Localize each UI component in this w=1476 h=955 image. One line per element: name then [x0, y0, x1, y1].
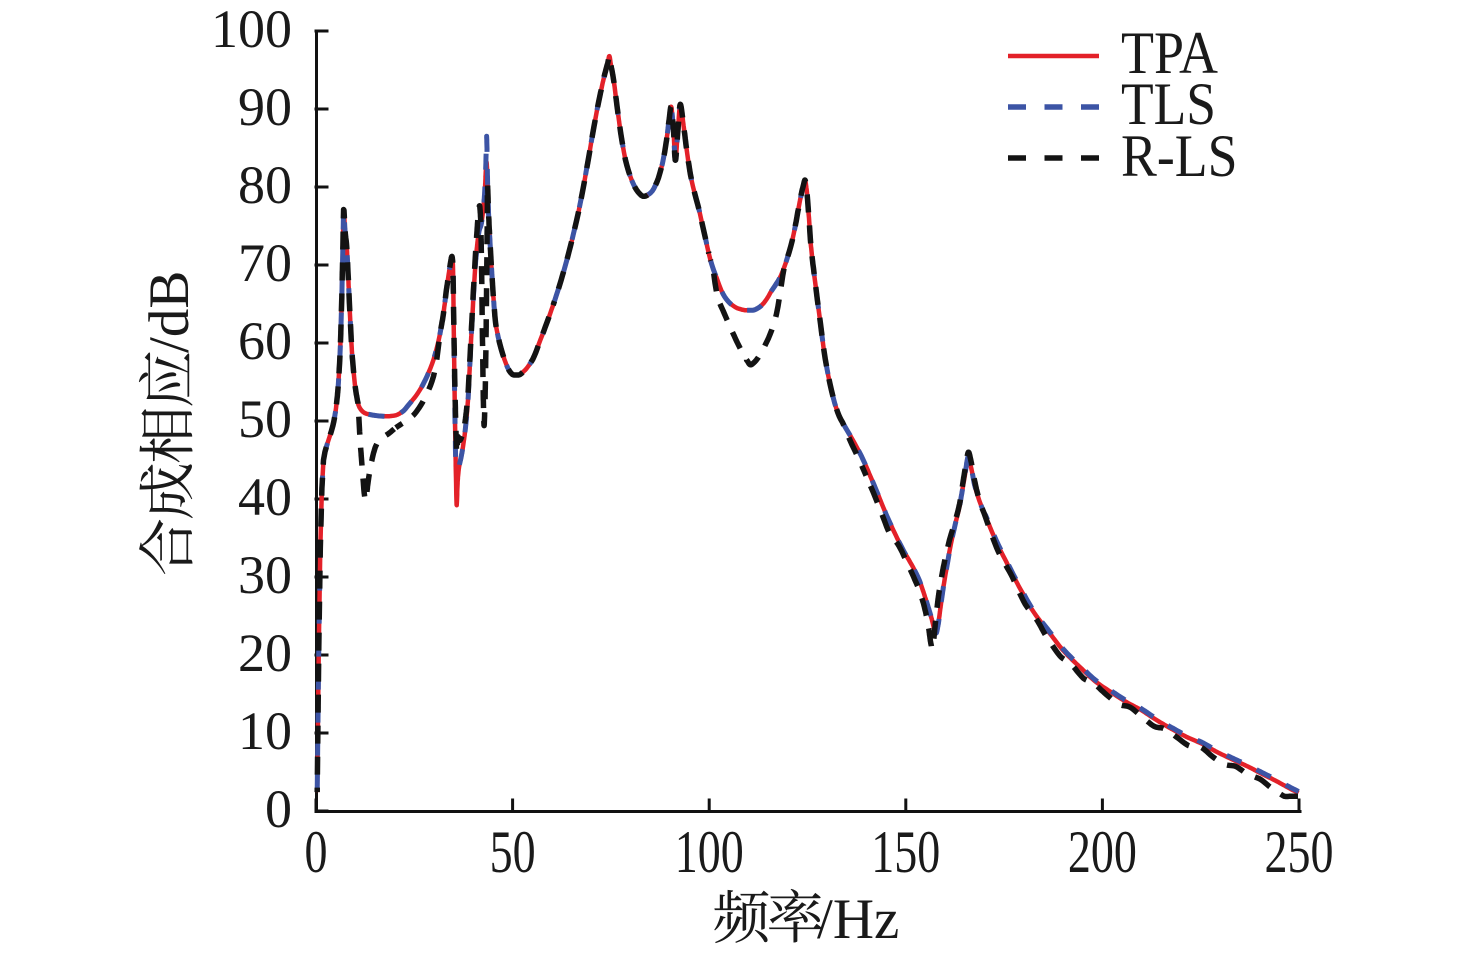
svg-text:200: 200 — [1068, 819, 1137, 885]
svg-text:30: 30 — [238, 545, 292, 605]
svg-text:10: 10 — [238, 701, 292, 761]
svg-text:/Hz: /Hz — [817, 888, 899, 951]
svg-text:70: 70 — [238, 233, 292, 293]
svg-text:150: 150 — [871, 819, 940, 885]
svg-text:50: 50 — [238, 389, 292, 449]
svg-text:40: 40 — [238, 467, 292, 527]
svg-text:TPA: TPA — [1121, 20, 1218, 86]
svg-text:80: 80 — [238, 155, 292, 215]
svg-text:60: 60 — [238, 311, 292, 371]
svg-text:100: 100 — [675, 819, 744, 885]
svg-text:90: 90 — [238, 77, 292, 137]
svg-text:0: 0 — [265, 779, 292, 839]
svg-text:R-LS: R-LS — [1121, 123, 1238, 189]
svg-text:20: 20 — [238, 623, 292, 683]
svg-text:0: 0 — [305, 819, 328, 885]
svg-text:/dB: /dB — [138, 271, 201, 353]
svg-text:50: 50 — [490, 819, 536, 885]
svg-text:100: 100 — [211, 0, 292, 59]
svg-text:250: 250 — [1265, 819, 1334, 885]
svg-text:TLS: TLS — [1121, 71, 1216, 137]
